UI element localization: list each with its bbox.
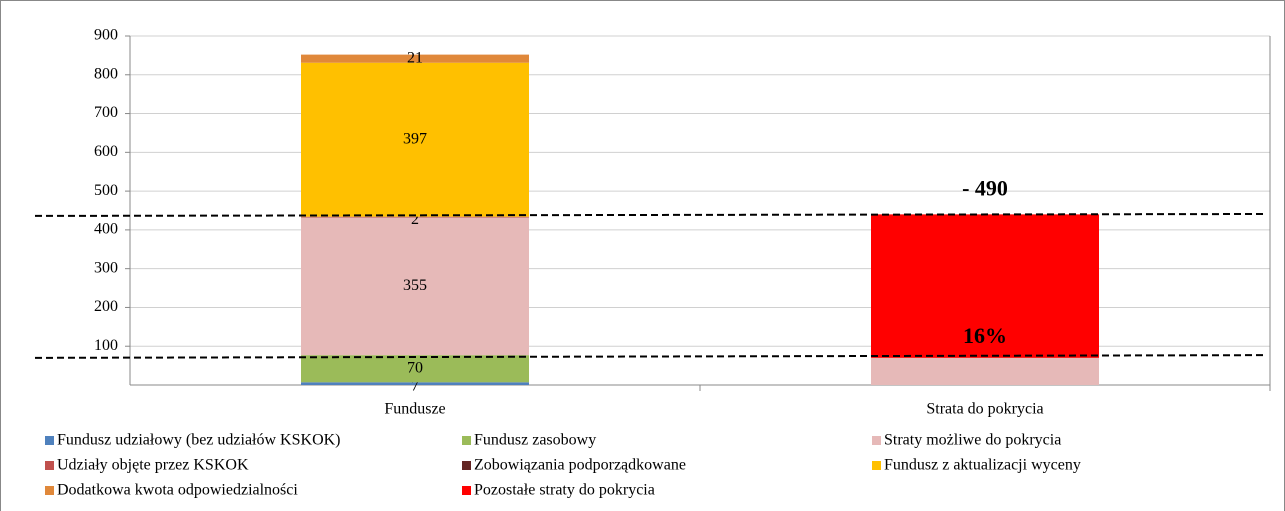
legend-swatch (462, 436, 471, 445)
bar-segment (871, 214, 1099, 358)
legend-label: Zobowiązania podporządkowane (474, 457, 686, 474)
data-label: 397 (403, 130, 427, 147)
y-tick-label: 900 (94, 27, 118, 44)
legend-label: Fundusz udziałowy (bez udziałów KSKOK) (57, 432, 341, 449)
data-label: 355 (403, 277, 427, 294)
legend-swatch (45, 461, 54, 470)
legend-label: Fundusz zasobowy (474, 432, 596, 449)
y-tick-label: 500 (94, 182, 118, 199)
y-tick-label: 300 (94, 259, 118, 276)
data-label: 2 (411, 211, 419, 228)
bar-segment (301, 62, 529, 217)
legend-swatch (462, 461, 471, 470)
data-label: 70 (407, 359, 423, 376)
legend-swatch (872, 461, 881, 470)
bar-segment (871, 357, 1099, 385)
y-tick-label: 700 (94, 104, 118, 121)
reference-line (34, 354, 1266, 359)
y-tick-label: 800 (94, 65, 118, 82)
legend-label: Straty możliwe do pokrycia (884, 432, 1061, 449)
data-label: 21 (407, 49, 423, 66)
legend-label: Dodatkowa kwota odpowiedzialności (57, 482, 298, 499)
bar-segment (301, 216, 529, 218)
legend-label: Udziały objęte przez KSKOK (57, 457, 249, 474)
data-label: 7 (411, 377, 419, 394)
bar-segment (301, 382, 529, 385)
annotation: 16% (963, 323, 1007, 348)
y-tick-label: 200 (94, 298, 118, 315)
legend-swatch (45, 486, 54, 495)
legend-label: Pozostałe straty do pokrycia (474, 482, 655, 499)
legend-swatch (462, 486, 471, 495)
x-tick-label: Strata do pokrycia (926, 401, 1043, 418)
bar-segment (301, 355, 529, 383)
bar-segment (301, 217, 529, 356)
legend-label: Fundusz z aktualizacji wyceny (884, 457, 1081, 474)
reference-line (34, 212, 1266, 217)
y-tick-label: 600 (94, 143, 118, 160)
y-tick-label: 400 (94, 221, 118, 238)
annotation: - 490 (962, 175, 1008, 200)
x-tick-label: Fundusze (384, 401, 445, 418)
legend-swatch (45, 436, 54, 445)
legend-swatch (872, 436, 881, 445)
bar-segment (301, 54, 529, 63)
y-tick-label: 100 (94, 337, 118, 354)
